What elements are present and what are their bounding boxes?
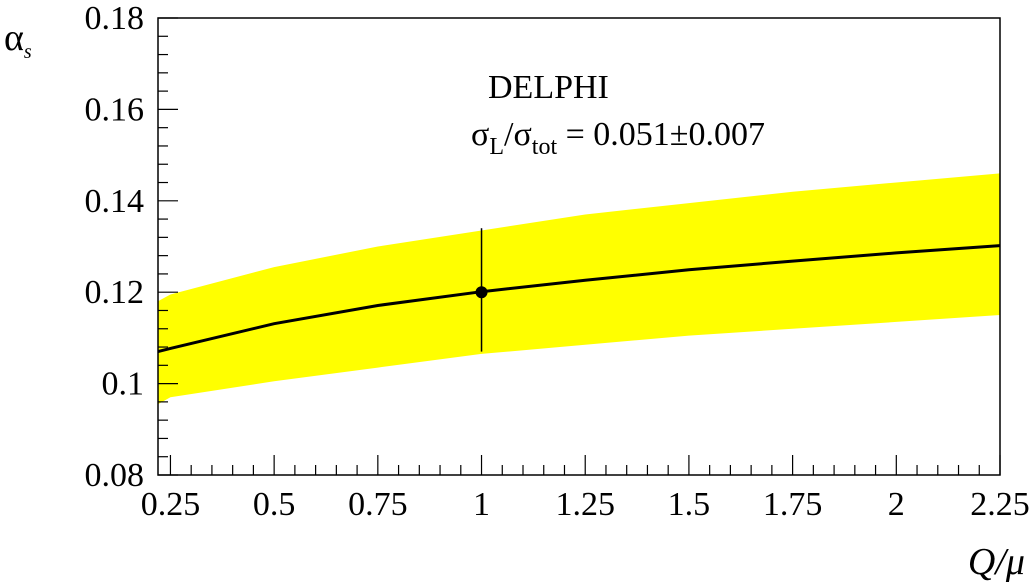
y-axis-label: αs	[4, 17, 32, 63]
axes-layer: 0.08 0.1 0.12 0.14 0.16 0.18 0.25 0.5 0.75 1 1.25 1…	[85, 0, 1030, 523]
y-axis-label-subscript: s	[24, 41, 32, 63]
y-tick-label: 0.1	[102, 366, 145, 403]
ratio-slash: /	[504, 116, 514, 153]
plot-frame	[157, 17, 1001, 476]
x-tick-label: 1.5	[668, 486, 711, 523]
x-tick-label: 0.25	[141, 486, 201, 523]
ratio-sub-num: L	[489, 134, 504, 160]
x-axis-label-text: Q/μ	[968, 541, 1025, 583]
x-tick-label: 0.5	[253, 486, 296, 523]
y-tick-label: 0.12	[85, 274, 145, 311]
y-tick-label: 0.14	[85, 183, 145, 220]
ratio-sigma-den: σ	[513, 116, 531, 153]
y-tick-label: 0.16	[85, 91, 145, 128]
x-tick-label: 2.25	[970, 486, 1030, 523]
data-point-marker	[475, 286, 488, 299]
ratio-sigma-num: σ	[471, 116, 489, 153]
ratio-annotation: σL/σtot = 0.051±0.007	[471, 116, 765, 160]
x-axis-label: Q/μ	[968, 541, 1025, 583]
x-tick-label: 0.75	[348, 486, 408, 523]
y-tick-label: 0.08	[85, 457, 145, 494]
y-axis-label-symbol: α	[4, 17, 24, 59]
x-tick-label: 1.75	[763, 486, 823, 523]
uncertainty-band-layer	[158, 173, 1000, 405]
x-tick-label: 1.25	[555, 486, 615, 523]
y-tick-label: 0.18	[85, 0, 145, 37]
experiment-label: DELPHI	[488, 69, 609, 106]
x-tick-label: 1	[473, 486, 490, 523]
central-curve	[157, 244, 1001, 354]
central-curve-layer	[157, 244, 1001, 354]
uncertainty-band	[158, 173, 1000, 405]
ratio-value: = 0.051±0.007	[557, 116, 765, 153]
data-point-layer	[475, 228, 488, 352]
ratio-sub-den: tot	[532, 134, 558, 160]
x-tick-label: 2	[888, 486, 905, 523]
